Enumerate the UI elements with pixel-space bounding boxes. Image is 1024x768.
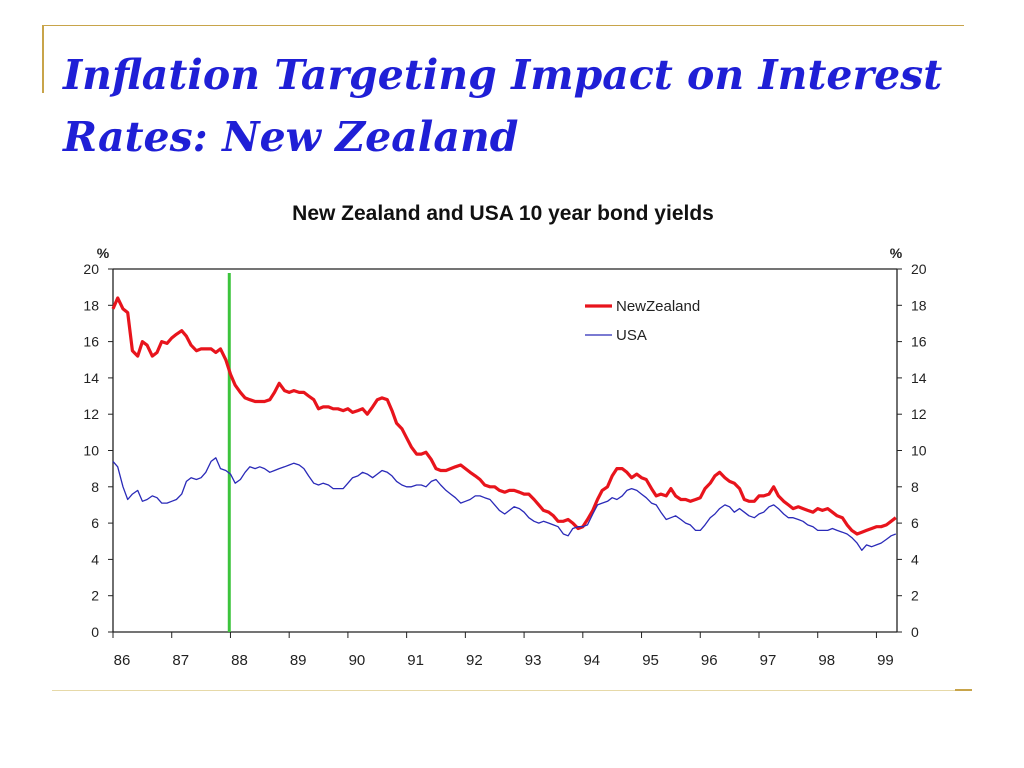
slide-frame-left-rule	[42, 25, 44, 93]
series-line-newzealand	[111, 296, 897, 536]
slide-frame-bottom-rule	[52, 690, 972, 691]
series-line-usa	[112, 457, 897, 551]
y-tick-label-left: 12	[83, 406, 99, 422]
y-tick-label-left: 0	[91, 624, 99, 640]
y-tick-label-left: 6	[91, 515, 99, 531]
y-axis-right-unit: %	[890, 245, 903, 261]
y-tick-label-right: 18	[911, 297, 927, 313]
y-tick-label-left: 18	[83, 297, 99, 313]
y-tick-label-right: 14	[911, 370, 927, 386]
y-tick-label-right: 8	[911, 479, 919, 495]
y-tick-label-left: 14	[83, 370, 99, 386]
y-tick-label-right: 20	[911, 261, 927, 277]
y-tick-label-right: 4	[911, 551, 919, 567]
y-tick-label-left: 10	[83, 443, 99, 459]
x-tick-label: 87	[172, 652, 189, 669]
x-tick-label: 97	[760, 652, 777, 669]
x-tick-label: 91	[407, 652, 424, 669]
legend-label-newzealand: NewZealand	[616, 298, 700, 315]
x-tick-label: 92	[466, 652, 483, 669]
x-tick-label: 90	[349, 652, 366, 669]
slide-title-line-1: Inflation Targeting Impact on Interest	[63, 51, 943, 99]
x-tick-label: 89	[290, 652, 307, 669]
y-tick-label-right: 6	[911, 515, 919, 531]
y-tick-label-left: 16	[83, 334, 99, 350]
slide-frame-top-rule	[42, 25, 964, 26]
y-tick-label-left: 4	[91, 551, 99, 567]
y-tick-label-right: 0	[911, 624, 919, 640]
x-tick-label: 99	[877, 652, 894, 669]
x-tick-label: 94	[583, 652, 600, 669]
x-tick-label: 96	[701, 652, 718, 669]
x-tick-label: 93	[525, 652, 542, 669]
x-tick-label: 95	[642, 652, 659, 669]
legend-label-usa: USA	[616, 327, 647, 344]
chart-legend: NewZealand USA	[585, 298, 700, 344]
y-tick-label-left: 20	[83, 261, 99, 277]
series-layer	[111, 296, 897, 551]
slide-title-line-2: Rates: New Zealand	[63, 113, 519, 161]
y-tick-label-right: 12	[911, 406, 927, 422]
y-tick-label-right: 16	[911, 334, 927, 350]
y-tick-label-right: 2	[911, 588, 919, 604]
slide-frame-bottom-tick	[955, 689, 972, 691]
y-axis-left-unit: %	[97, 245, 110, 261]
x-tick-label: 88	[231, 652, 248, 669]
slide-title: Inflation Targeting Impact on Interest R…	[63, 44, 963, 168]
chart-title: New Zealand and USA 10 year bond yields	[292, 202, 714, 225]
y-tick-label-right: 10	[911, 443, 927, 459]
x-tick-label: 86	[114, 652, 131, 669]
x-tick-label: 98	[818, 652, 835, 669]
y-tick-label-left: 2	[91, 588, 99, 604]
y-tick-label-left: 8	[91, 479, 99, 495]
